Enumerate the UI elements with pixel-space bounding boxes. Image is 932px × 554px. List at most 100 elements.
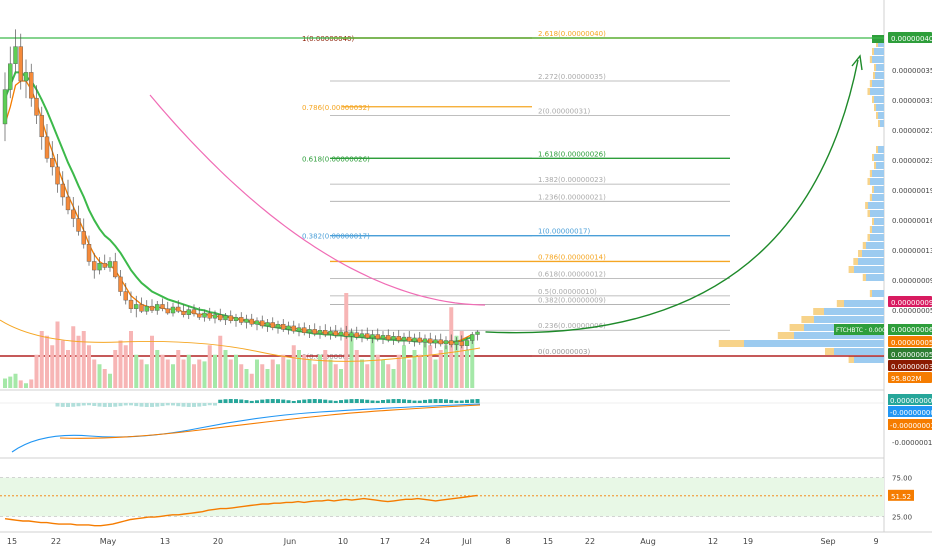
volume-bar bbox=[354, 350, 359, 388]
volume-bar bbox=[286, 359, 291, 388]
price-badge-bg bbox=[888, 372, 932, 383]
time-tick-label: May bbox=[100, 537, 117, 546]
volume-bar bbox=[386, 364, 391, 388]
macd-histogram-bar bbox=[81, 403, 86, 406]
candle-body bbox=[281, 324, 286, 330]
volume-bar bbox=[150, 335, 154, 388]
candle-body bbox=[29, 72, 34, 99]
volume-bar bbox=[444, 345, 448, 388]
macd-histogram-bar bbox=[344, 399, 349, 403]
candle-body bbox=[191, 309, 197, 315]
volume-profile-bar bbox=[880, 120, 884, 127]
volume-profile-bar bbox=[872, 194, 884, 201]
candle-body bbox=[317, 330, 323, 334]
candle-body bbox=[412, 337, 417, 342]
rsi-line bbox=[4, 494, 478, 527]
volume-bar bbox=[60, 340, 65, 388]
candle-body bbox=[186, 309, 191, 315]
fib-extension-label: 1.382(0.00000023) bbox=[538, 176, 606, 184]
symbol-badge-bg bbox=[834, 324, 884, 335]
volume-profile-bar bbox=[862, 274, 866, 281]
macd-histogram-bar bbox=[171, 403, 175, 406]
macd-histogram-bar bbox=[207, 403, 212, 406]
fib-level-label: 0(0.00000003) bbox=[302, 353, 354, 361]
volume-bar bbox=[34, 354, 39, 388]
macd-histogram-bar bbox=[417, 400, 422, 403]
macd-histogram-bar bbox=[407, 399, 412, 403]
macd-histogram-bar bbox=[454, 400, 459, 403]
volume-bar bbox=[55, 321, 60, 388]
candle-body bbox=[275, 324, 281, 328]
volume-bar bbox=[328, 359, 333, 388]
volume-profile-bar bbox=[874, 218, 884, 225]
candle-body bbox=[375, 334, 380, 340]
macd-histogram-bar bbox=[475, 399, 480, 403]
macd-histogram-bar bbox=[465, 399, 469, 403]
macd-pane bbox=[0, 399, 884, 453]
candle-body bbox=[65, 196, 71, 211]
price-tick-label: 0.00000013 bbox=[892, 247, 932, 255]
candle-body bbox=[218, 314, 223, 321]
volume-profile-bar bbox=[865, 202, 868, 209]
volume-profile-bar bbox=[869, 194, 872, 201]
time-tick-label: 12 bbox=[708, 537, 718, 546]
price-tick-label: 0.00000023 bbox=[892, 157, 932, 165]
candle-body bbox=[55, 166, 60, 185]
time-tick-label: 13 bbox=[160, 537, 170, 546]
candle-body bbox=[344, 331, 349, 337]
candle-body bbox=[176, 306, 181, 312]
candle-body bbox=[328, 330, 333, 335]
candle-body bbox=[438, 339, 443, 345]
candle-body bbox=[454, 341, 459, 346]
rsi-tick-label: 25.00 bbox=[892, 513, 912, 521]
volume-bar bbox=[365, 364, 370, 388]
volume-bar bbox=[370, 335, 375, 388]
fib-extension-label: 0.5(0.00000010) bbox=[538, 288, 597, 296]
candle-body bbox=[396, 336, 401, 341]
macd-histogram-bar bbox=[150, 403, 154, 407]
symbol-price-badge-bg bbox=[888, 324, 932, 335]
volume-bar bbox=[171, 364, 175, 388]
projection-arrow-head bbox=[851, 54, 863, 71]
volume-profile-bar bbox=[853, 258, 858, 265]
volume-bar bbox=[18, 380, 23, 388]
macd-tick-label: -0.00000010 bbox=[892, 439, 932, 447]
candle-body bbox=[349, 332, 354, 337]
price-tick-label: 0.00000005 bbox=[892, 307, 932, 315]
candle-body bbox=[139, 304, 144, 312]
volume-bar bbox=[312, 364, 317, 388]
candle-body bbox=[76, 218, 81, 232]
macd-histogram-bar bbox=[249, 400, 254, 403]
candle-body bbox=[23, 72, 29, 82]
volume-profile-bar bbox=[869, 290, 872, 297]
volume-bar bbox=[249, 373, 254, 388]
macd-line bbox=[11, 403, 481, 453]
volume-profile-bar bbox=[872, 170, 884, 177]
macd-histogram-bar bbox=[360, 399, 364, 403]
candle-body bbox=[202, 312, 207, 318]
fib-levels: 1(0.00000040) 0.786(0.00000032) 0.618(0.00… bbox=[0, 30, 884, 361]
time-tick-label: 15 bbox=[7, 537, 17, 546]
candle-body bbox=[13, 46, 18, 64]
volume-profile-bar bbox=[872, 48, 874, 55]
time-tick-label: Jun bbox=[283, 537, 297, 546]
volume-bar bbox=[192, 364, 196, 388]
macd-badge-text: -0.00000001 bbox=[890, 422, 932, 430]
time-tick-label: 10 bbox=[338, 537, 348, 546]
volume-bar bbox=[108, 373, 112, 388]
volume-bar bbox=[228, 359, 233, 388]
candle-body bbox=[233, 317, 239, 321]
candle-body bbox=[296, 327, 302, 332]
volume-profile-bar bbox=[867, 178, 870, 185]
volume-profile-bar bbox=[825, 348, 834, 355]
volume-profile-bar bbox=[858, 258, 884, 265]
time-tick-label: 22 bbox=[51, 537, 61, 546]
volume-profile-bar bbox=[824, 308, 884, 315]
macd-histogram-bar bbox=[328, 400, 333, 403]
volume-bar bbox=[438, 350, 443, 388]
volume-profile-bar bbox=[858, 250, 862, 257]
candle-body bbox=[113, 261, 118, 278]
price-tick-label: 0.00000019 bbox=[892, 187, 932, 195]
volume-profile-bar bbox=[874, 162, 876, 169]
volume-bar bbox=[265, 369, 270, 388]
